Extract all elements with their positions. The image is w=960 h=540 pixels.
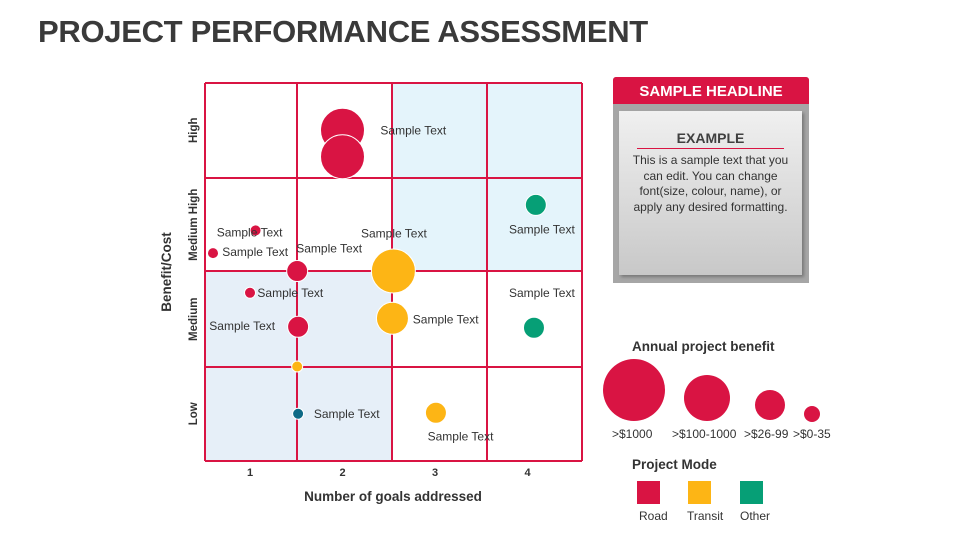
y-tick-label: Medium [188, 298, 200, 341]
bubble-annotation: Sample Text [209, 319, 275, 333]
bubble-road [287, 315, 310, 338]
size-label: >$26-99 [744, 427, 789, 441]
bubble-annotation: Sample Text [314, 407, 380, 421]
bubble-unclassified [292, 407, 305, 420]
size-label: >$0-35 [793, 427, 831, 441]
bubble-annotation: Sample Text [380, 123, 446, 137]
panel-text: This is a sample text that you can edit.… [632, 153, 789, 214]
y-axis-label: Benefit/Cost [159, 232, 174, 312]
transit-swatch [688, 481, 711, 504]
bubble-annotation: Sample Text [361, 226, 427, 240]
size-label: >$1000 [612, 427, 653, 441]
size-legend-title: Annual project benefit [632, 339, 775, 354]
bubble-other [522, 316, 545, 339]
headline-panel: SAMPLE HEADLINE EXAMPLE This is a sample… [613, 77, 809, 283]
x-tick-label: 2 [339, 467, 345, 479]
bubble-transit [370, 248, 416, 294]
y-tick-label: Low [188, 402, 200, 425]
bubble-annotation: Sample Text [428, 429, 494, 443]
bubble-transit [424, 401, 447, 424]
bubble-annotation: Sample Text [222, 245, 288, 259]
bubble-transit [291, 360, 304, 373]
shaded-cell [392, 83, 487, 178]
size-legend-bubble-xl [603, 359, 665, 421]
mode-label: Road [639, 509, 668, 523]
x-tick-label: 3 [432, 467, 438, 479]
panel-subhead: EXAMPLE [637, 130, 784, 149]
mode-legend-title: Project Mode [632, 457, 717, 472]
bubble-annotation: Sample Text [509, 286, 575, 300]
size-label: >$100-1000 [672, 427, 737, 441]
size-legend-bubble-m [755, 390, 785, 420]
bubble-annotation: Sample Text [509, 222, 575, 236]
page-title: PROJECT PERFORMANCE ASSESSMENT [38, 14, 648, 49]
shaded-cell [487, 178, 582, 271]
bubble-annotation: Sample Text [217, 225, 283, 239]
y-tick-label: High [188, 117, 200, 143]
bubble-chart: 1 2 3 4 Low Medium Medium High High Number of go… [159, 82, 583, 504]
road-swatch [637, 481, 660, 504]
panel-body: EXAMPLE This is a sample text that you c… [619, 111, 802, 275]
bubble-annotation: Sample Text [296, 241, 362, 255]
x-axis-label: Number of goals addressed [304, 489, 482, 504]
size-legend-bubble-s [804, 406, 820, 422]
shaded-cell [487, 83, 582, 178]
bubble-road [320, 134, 365, 180]
bubble-road [249, 224, 262, 237]
bubble-transit [375, 301, 409, 335]
bubble-other [524, 193, 547, 216]
bubble-road [244, 286, 256, 299]
x-tick-label: 1 [247, 467, 253, 479]
mode-label: Other [740, 509, 771, 523]
bubble-annotation: Sample Text [257, 286, 323, 300]
x-tick-label: 4 [524, 467, 531, 479]
other-swatch [740, 481, 763, 504]
mode-label: Transit [687, 509, 724, 523]
bubble-road [207, 247, 219, 260]
y-tick-label: Medium High [188, 189, 200, 261]
bubble-annotation: Sample Text [413, 312, 479, 326]
bubble-road [286, 260, 309, 283]
size-legend-bubble-l [684, 375, 730, 421]
panel-headline: SAMPLE HEADLINE [613, 77, 809, 104]
